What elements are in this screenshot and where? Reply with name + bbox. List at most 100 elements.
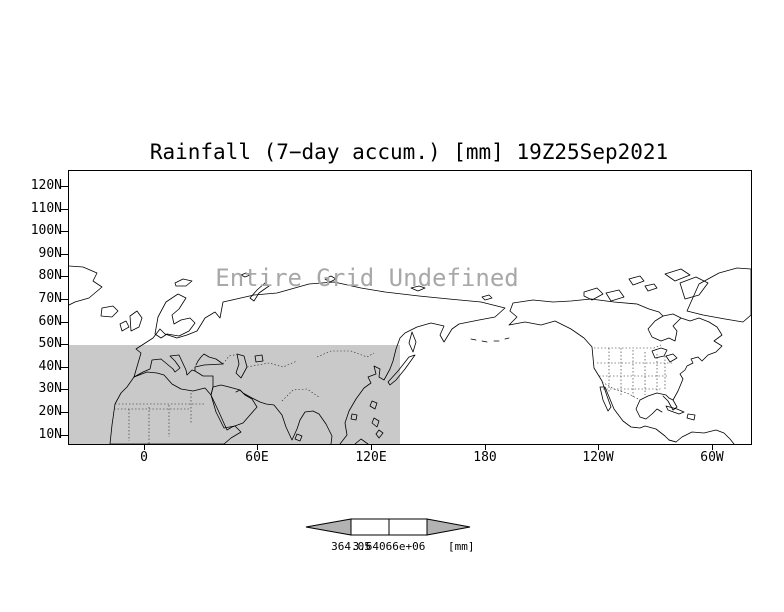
greenland-west (686, 267, 751, 323)
iceland (100, 305, 119, 318)
lat-tick (61, 389, 68, 390)
lat-tick (61, 344, 68, 345)
greenland-east-coast (69, 265, 103, 306)
plot-title: Rainfall (7−day accum.) [mm] 19Z25Sep202… (149, 140, 669, 164)
coastlines (69, 265, 751, 444)
colorbar-tick-label-left: 364.05 (331, 540, 371, 553)
arabia (210, 384, 258, 431)
lat-label: 60N (38, 314, 62, 329)
lat-label: 20N (38, 404, 62, 419)
svalbard (174, 278, 193, 287)
colorbar-tick-label-right: 3.64066e+06 (352, 540, 426, 553)
lat-tick (61, 231, 68, 232)
ireland (119, 320, 130, 332)
colorbar-left-arrow (305, 518, 352, 536)
lat-tick (61, 254, 68, 255)
lon-tick (485, 444, 486, 450)
borneo-tip (354, 438, 369, 444)
lon-label: 180 (473, 450, 497, 465)
lat-label: 100N (30, 223, 62, 238)
levant-blacksea-south (194, 363, 224, 396)
north-america-arctic-coast (509, 298, 664, 317)
lat-tick (61, 276, 68, 277)
lon-label: 60E (245, 450, 269, 465)
lat-tick (61, 412, 68, 413)
hudson-bay (647, 313, 710, 342)
mediterranean-north-shore (133, 354, 196, 378)
lat-tick (61, 322, 68, 323)
north-america-west-coast (508, 310, 677, 443)
sakhalin (408, 331, 417, 353)
lon-tick (371, 444, 372, 450)
banks-island (583, 287, 604, 301)
ellesmere-island (664, 268, 691, 282)
philippines (371, 417, 384, 439)
lon-label: 0 (140, 450, 148, 465)
colorbar-segment-2 (388, 518, 428, 536)
wrangel-island (481, 294, 493, 301)
colorbar-segment-1 (350, 518, 390, 536)
taiwan (369, 400, 378, 410)
lat-tick (61, 186, 68, 187)
country-borders (114, 344, 673, 444)
lat-label: 110N (30, 201, 62, 216)
hispaniola (686, 413, 696, 421)
lat-label: 70N (38, 291, 62, 306)
new-siberian-islands (410, 285, 426, 292)
lon-tick (257, 444, 258, 450)
lon-tick (598, 444, 599, 450)
lat-label: 90N (38, 246, 62, 261)
lat-tick (61, 209, 68, 210)
gulf-of-mexico-coast (635, 399, 663, 420)
lon-tick (144, 444, 145, 450)
hainan (350, 413, 358, 421)
colorbar-right-arrow (426, 518, 471, 536)
great-britain (129, 310, 143, 332)
lat-label: 30N (38, 381, 62, 396)
undefined-data-mask (69, 345, 400, 444)
seasia-india-coast (235, 389, 333, 444)
siberia-pacific-coast (231, 281, 506, 444)
victoria-island (605, 289, 625, 302)
africa-borders (114, 393, 205, 444)
north-america-east-coast (672, 321, 723, 401)
colorbar-unit-label: [mm] (448, 540, 475, 553)
lon-label: 120W (582, 450, 614, 465)
great-lakes (651, 347, 678, 363)
europe-west-coast (133, 299, 233, 378)
colorbar (305, 518, 471, 536)
blacksea-north (195, 353, 224, 366)
lat-label: 50N (38, 336, 62, 351)
aleutian-islands (470, 337, 510, 343)
lat-tick (61, 367, 68, 368)
us-canada-border (594, 344, 662, 349)
world-map (69, 265, 751, 444)
undefined-grid-annotation: Entire Grid Undefined (215, 264, 519, 292)
scandinavia (154, 293, 196, 339)
south-america-north-coast (668, 429, 735, 444)
caspian-sea (235, 353, 248, 379)
map-frame (68, 170, 752, 445)
novaya-zemlya (249, 282, 270, 302)
japan (387, 354, 416, 386)
lat-label: 40N (38, 359, 62, 374)
us-state-borders (597, 348, 673, 397)
lon-tick (712, 444, 713, 450)
africa (109, 371, 242, 444)
us-gulf-florida-coast (639, 392, 678, 411)
sri-lanka (294, 433, 303, 442)
cuba (665, 405, 685, 415)
lat-tick (61, 299, 68, 300)
baffin-island (679, 276, 709, 300)
lat-label: 10N (38, 427, 62, 442)
severnaya-zemlya (324, 275, 337, 283)
lat-label: 120N (30, 178, 62, 193)
aral-sea (254, 354, 264, 363)
queen-elizabeth-islands (628, 275, 658, 292)
lat-label: 80N (38, 268, 62, 283)
lon-label: 60W (700, 450, 724, 465)
lon-label: 120E (355, 450, 387, 465)
franz-josef-land (240, 272, 251, 278)
lat-tick (61, 435, 68, 436)
